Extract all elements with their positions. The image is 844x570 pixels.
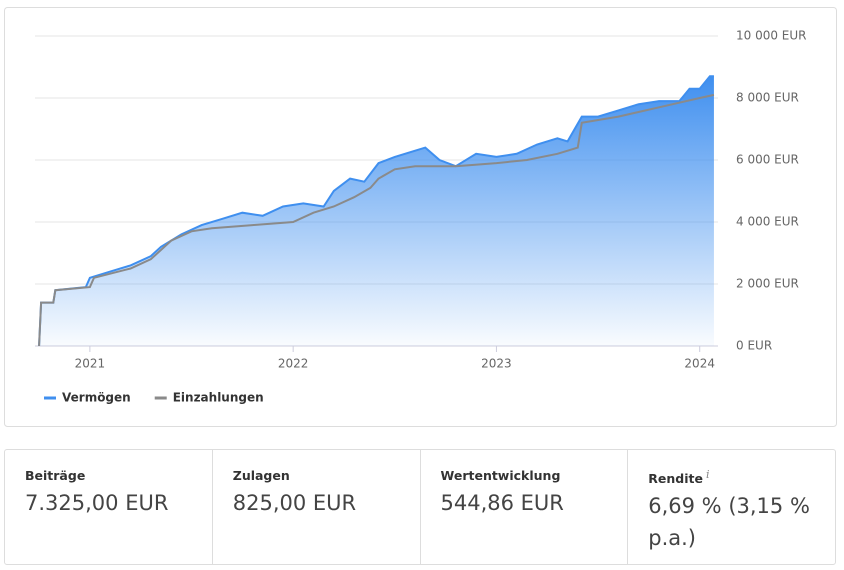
summary-label: Wertentwicklung [441,468,608,483]
chart: 0 EUR 2 000 EUR 4 000 EUR 6 000 EUR 8 000 EU… [4,7,837,427]
x-tick-label: 2024 [684,357,715,371]
summary-label-text: Beiträge [25,468,86,483]
summary-value: 544,86 EUR [440,491,564,515]
summary-label: Rendite i [648,468,815,486]
x-tick-label: 2021 [75,357,106,371]
legend-label: Vermögen [62,391,131,405]
summary-card: Wertentwicklung 544,86 EUR [421,450,629,564]
line [38,75,714,347]
y-tick-label: 8 000 EUR [736,91,799,105]
y-tick-label: 0 EUR [736,339,772,353]
summary-label-text: Zulagen [232,468,290,483]
summary-value: 6,69 % (3,15 % p.a.) [648,494,810,551]
y-tick-label: 10 000 EUR [736,29,807,43]
summary-label: Beiträge [25,468,192,483]
summary: Beiträge 7.325,00 EUR Zulagen 825,00 EUR Wer… [4,449,836,565]
y-tick-label: 6 000 EUR [736,153,799,167]
area [39,76,714,347]
summary-card: Rendite i 6,69 % (3,15 % p.a.) [628,450,835,564]
y-tick-label: 2 000 EUR [736,277,799,291]
x-tick-label: 2022 [278,357,309,371]
summary-card: Zulagen 825,00 EUR [213,450,421,564]
summary-label-text: Rendite [648,471,703,487]
info-icon: i [705,468,710,481]
summary-card: Beiträge 7.325,00 EUR [5,450,213,564]
y-tick-label: 4 000 EUR [736,215,799,229]
x-tick-label: 2023 [481,357,512,371]
line [38,93,715,347]
summary-label-text: Wertentwicklung [440,468,561,483]
summary-label: Zulagen [233,468,400,483]
legend-label: Einzahlungen [173,391,264,405]
summary-value: 825,00 EUR [232,491,357,515]
summary-value: 7.325,00 EUR [25,491,169,515]
